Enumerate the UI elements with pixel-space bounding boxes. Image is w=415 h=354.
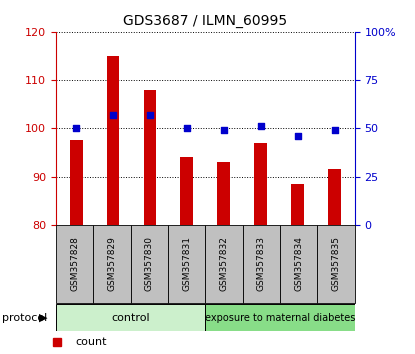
Point bbox=[221, 127, 227, 133]
Bar bbox=[144, 90, 156, 225]
Text: GSM357834: GSM357834 bbox=[294, 236, 303, 291]
Text: GSM357832: GSM357832 bbox=[220, 236, 229, 291]
Text: GSM357828: GSM357828 bbox=[70, 236, 79, 291]
Text: ▶: ▶ bbox=[39, 313, 47, 323]
Bar bbox=[131, 225, 168, 303]
Bar bbox=[93, 225, 131, 303]
Bar bbox=[56, 304, 205, 331]
Text: GSM357830: GSM357830 bbox=[145, 236, 154, 291]
Text: GSM357831: GSM357831 bbox=[182, 236, 191, 291]
Point bbox=[295, 133, 301, 139]
Point bbox=[258, 124, 264, 129]
Bar bbox=[217, 162, 230, 225]
Point bbox=[183, 125, 190, 131]
Bar bbox=[168, 225, 205, 303]
Bar bbox=[70, 141, 83, 225]
Bar bbox=[56, 225, 93, 303]
Text: exposure to maternal diabetes: exposure to maternal diabetes bbox=[205, 313, 355, 323]
Bar bbox=[280, 225, 317, 303]
Bar bbox=[181, 157, 193, 225]
Text: GSM357835: GSM357835 bbox=[332, 236, 341, 291]
Bar bbox=[291, 184, 304, 225]
Text: GSM357833: GSM357833 bbox=[257, 236, 266, 291]
Bar bbox=[328, 169, 341, 225]
Bar bbox=[317, 225, 355, 303]
Text: protocol: protocol bbox=[2, 313, 47, 323]
Bar bbox=[243, 225, 280, 303]
Text: control: control bbox=[111, 313, 150, 323]
Bar bbox=[107, 56, 120, 225]
Title: GDS3687 / ILMN_60995: GDS3687 / ILMN_60995 bbox=[123, 14, 288, 28]
Point bbox=[146, 112, 153, 118]
Text: GSM357829: GSM357829 bbox=[107, 236, 117, 291]
Bar bbox=[205, 304, 355, 331]
Point bbox=[332, 127, 338, 133]
Point bbox=[73, 125, 79, 131]
Bar bbox=[254, 143, 267, 225]
Point bbox=[110, 112, 116, 118]
Text: count: count bbox=[76, 337, 107, 348]
Bar bbox=[205, 225, 243, 303]
